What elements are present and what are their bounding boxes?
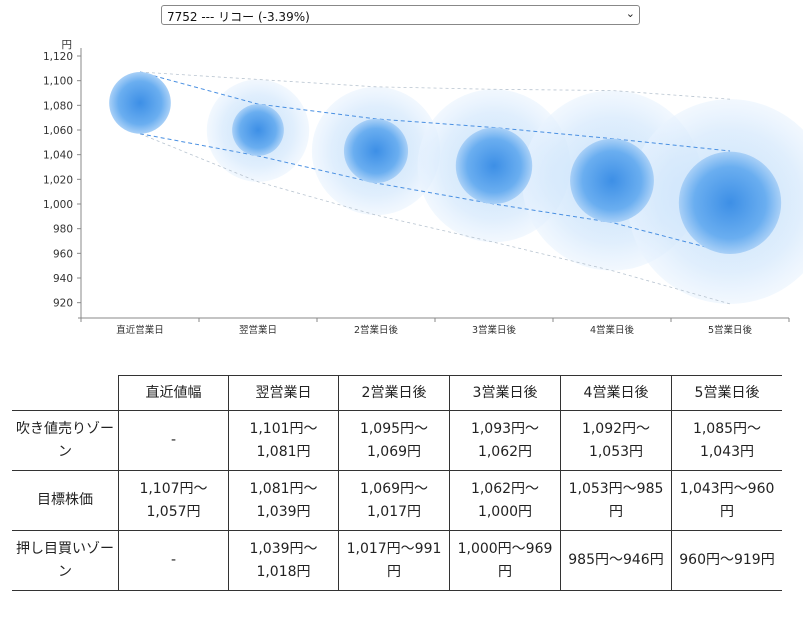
table-cell: 1,000円〜969円: [449, 530, 561, 591]
table-header-row: 直近値幅 翌営業日 2営業日後 3営業日後 4営業日後 5営業日後: [12, 375, 782, 411]
table-header-cell: 3営業日後: [449, 375, 561, 411]
row-label: 吹き値売りゾーン: [12, 410, 119, 471]
stock-select[interactable]: 7752 --- リコー (-3.39%) ⌄: [161, 5, 640, 25]
table-cell: 1,101円〜1,081円: [228, 410, 339, 471]
table-cell: 1,053円〜985円: [560, 470, 672, 531]
table-header-cell: 4営業日後: [560, 375, 672, 411]
y-tick-label: 920: [53, 298, 73, 310]
target-low-line: [139, 133, 731, 254]
table-header-cell: 5営業日後: [671, 375, 782, 411]
target-bubble: [678, 151, 782, 254]
zone-low-line: [139, 133, 731, 305]
y-tick-label: 1,060: [43, 125, 73, 137]
x-tick-label: 3営業日後: [472, 324, 517, 334]
x-tick-label: 5営業日後: [708, 324, 753, 334]
target-bubble: [455, 127, 533, 204]
table-cell: 1,062円〜1,000円: [449, 470, 561, 531]
table-cell: 1,081円〜1,039円: [228, 470, 339, 531]
y-tick-label: 1,000: [43, 199, 73, 211]
table-cell: 1,093円〜1,062円: [449, 410, 561, 471]
row-label: 目標株価: [12, 470, 119, 531]
table-cell: 960円〜919円: [671, 530, 782, 591]
y-tick-label: 940: [53, 273, 73, 285]
y-tick-label: 1,100: [43, 76, 73, 88]
target-bubble: [343, 118, 409, 184]
table-header-cell: 翌営業日: [228, 375, 339, 411]
table-cell: 1,017円〜991円: [338, 530, 450, 591]
x-tick-label: 4営業日後: [590, 324, 635, 334]
table-cell: 1,043円〜960円: [671, 470, 782, 531]
target-bubble: [570, 138, 654, 223]
x-tick-label: 2営業日後: [354, 324, 399, 334]
table-cell: 985円〜946円: [560, 530, 672, 591]
stock-select-value: 7752 --- リコー (-3.39%): [167, 10, 310, 24]
y-tick-label: 1,020: [43, 174, 73, 186]
x-tick-label: 翌営業日: [239, 324, 277, 334]
table-row: 押し目買いゾーン - 1,039円〜1,018円 1,017円〜991円 1,0…: [12, 530, 782, 591]
zone-high-line: [139, 71, 731, 100]
table-cell: 1,107円〜1,057円: [118, 470, 229, 531]
target-high-line: [139, 71, 731, 152]
y-tick-label: 1,040: [43, 150, 73, 162]
table-cell: 1,092円〜1,053円: [560, 410, 672, 471]
y-tick-label: 1,080: [43, 100, 73, 112]
target-bubble: [232, 104, 284, 156]
table-cell: -: [118, 410, 229, 471]
table-row: 吹き値売りゾーン - 1,101円〜1,081円 1,095円〜1,069円 1…: [12, 410, 782, 471]
chevron-down-icon: ⌄: [625, 7, 635, 20]
y-tick-label: 980: [53, 224, 73, 236]
table-cell: -: [118, 530, 229, 591]
forecast-table: 直近値幅 翌営業日 2営業日後 3営業日後 4営業日後 5営業日後 吹き値売りゾ…: [12, 375, 782, 591]
x-tick-label: 直近営業日: [116, 324, 164, 334]
y-axis-unit: 円: [62, 39, 73, 51]
table-cell: 1,085円〜1,043円: [671, 410, 782, 471]
y-tick-label: 1,120: [43, 51, 73, 63]
table-cell: 1,095円〜1,069円: [338, 410, 450, 471]
row-label: 押し目買いゾーン: [12, 530, 119, 591]
target-bubble: [109, 72, 171, 134]
table-row: 目標株価 1,107円〜1,057円 1,081円〜1,039円 1,069円〜…: [12, 470, 782, 531]
table-cell: 1,069円〜1,017円: [338, 470, 450, 531]
table-cell: 1,039円〜1,018円: [228, 530, 339, 591]
price-forecast-chart: 円 920 940 960 980 1,000 1,020 1,040 1,060 1,080 1,…: [43, 39, 803, 334]
table-header-cell: 直近値幅: [118, 375, 229, 411]
y-tick-label: 960: [53, 248, 73, 260]
table-header-cell: 2営業日後: [338, 375, 450, 411]
table-header-corner: [12, 375, 119, 411]
